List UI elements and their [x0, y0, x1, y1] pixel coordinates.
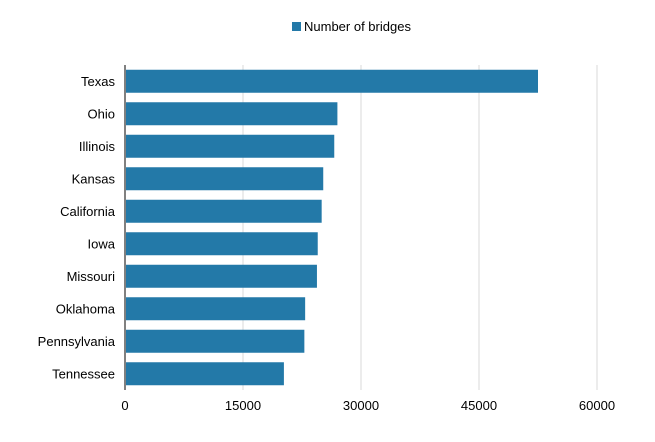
category-label: Missouri — [67, 269, 116, 284]
x-tick-label: 30000 — [343, 398, 379, 413]
category-label: Texas — [81, 74, 115, 89]
legend-label: Number of bridges — [304, 19, 411, 34]
category-labels: Texas Ohio Illinois Kansas California Iowa Mis… — [38, 74, 116, 382]
category-label: California — [60, 204, 116, 219]
category-label: Pennsylvania — [38, 334, 116, 349]
x-tick-label: 0 — [121, 398, 128, 413]
legend: Number of bridges — [292, 19, 411, 34]
category-label: Kansas — [72, 171, 116, 186]
category-label: Iowa — [88, 236, 116, 251]
category-label: Tennessee — [52, 366, 115, 381]
x-tick-label: 60000 — [579, 398, 615, 413]
bar-ohio — [126, 102, 338, 126]
bar-pennsylvania — [126, 329, 305, 353]
bar-illinois — [126, 134, 335, 158]
bar-kansas — [126, 167, 324, 191]
category-label: Oklahoma — [56, 301, 116, 316]
x-axis-tick-labels: 0 15000 30000 45000 60000 — [121, 398, 615, 413]
x-tick-label: 45000 — [461, 398, 497, 413]
category-label: Ohio — [88, 106, 115, 121]
bar-tennessee — [126, 362, 284, 386]
bar-texas — [126, 69, 538, 93]
bar-california — [126, 199, 322, 223]
category-label: Illinois — [79, 139, 116, 154]
legend-swatch — [292, 22, 301, 31]
bar-iowa — [126, 232, 318, 256]
bar-oklahoma — [126, 297, 306, 321]
x-tick-label: 15000 — [225, 398, 261, 413]
bars — [126, 69, 538, 386]
bar-missouri — [126, 264, 317, 288]
